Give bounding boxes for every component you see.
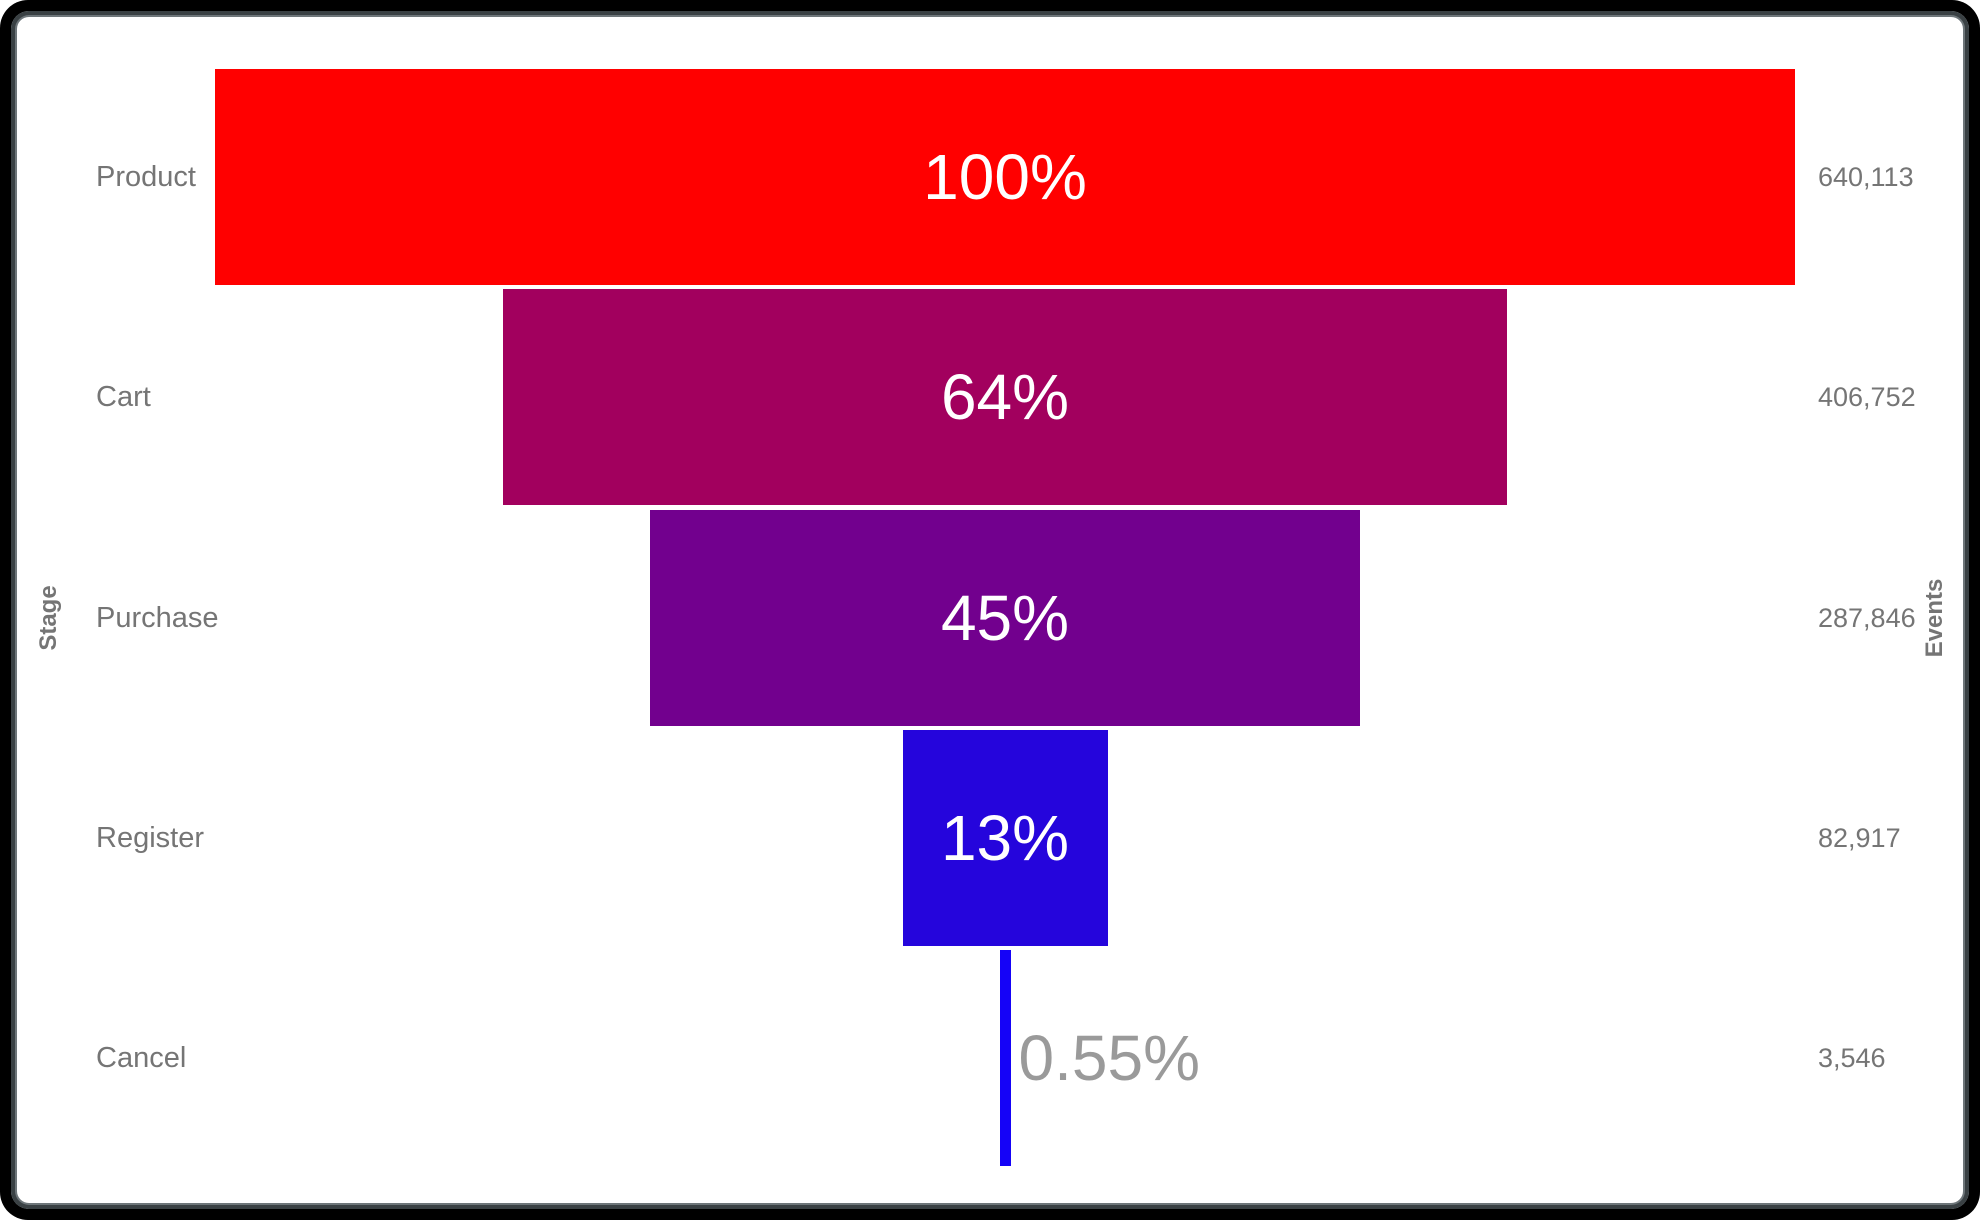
stage-label: Product	[96, 160, 196, 193]
funnel-bar[interactable]: 64%	[503, 289, 1507, 505]
stage-label: Cart	[96, 380, 151, 413]
events-value: 406,752	[1818, 381, 1916, 412]
percent-label: 100%	[923, 141, 1087, 213]
funnel-chart: Stage Events Product 100% 640,113 Cart 64% 40…	[11, 11, 1969, 1209]
funnel-bar[interactable]: 45%	[650, 510, 1360, 726]
events-value: 82,917	[1818, 822, 1901, 853]
events-value: 287,846	[1818, 602, 1916, 633]
stage-label: Cancel	[96, 1041, 187, 1074]
events-value: 640,113	[1818, 161, 1914, 192]
events-value: 3,546	[1818, 1042, 1886, 1073]
funnel-bar[interactable]	[999, 950, 1011, 1166]
chart-card: Stage Events Product 100% 640,113 Cart 64% 40…	[11, 11, 1969, 1209]
percent-label: 13%	[940, 802, 1070, 874]
funnel-bar[interactable]: 100%	[215, 69, 1795, 285]
percent-label: 0.55%	[1018, 1022, 1200, 1094]
y-axis-title-stage: Stage	[35, 585, 62, 651]
funnel-bar[interactable]: 13%	[902, 730, 1108, 946]
stage-label: Purchase	[96, 601, 219, 634]
percent-label: 64%	[940, 361, 1070, 433]
stage-label: Register	[96, 821, 204, 854]
percent-label: 45%	[940, 582, 1070, 654]
